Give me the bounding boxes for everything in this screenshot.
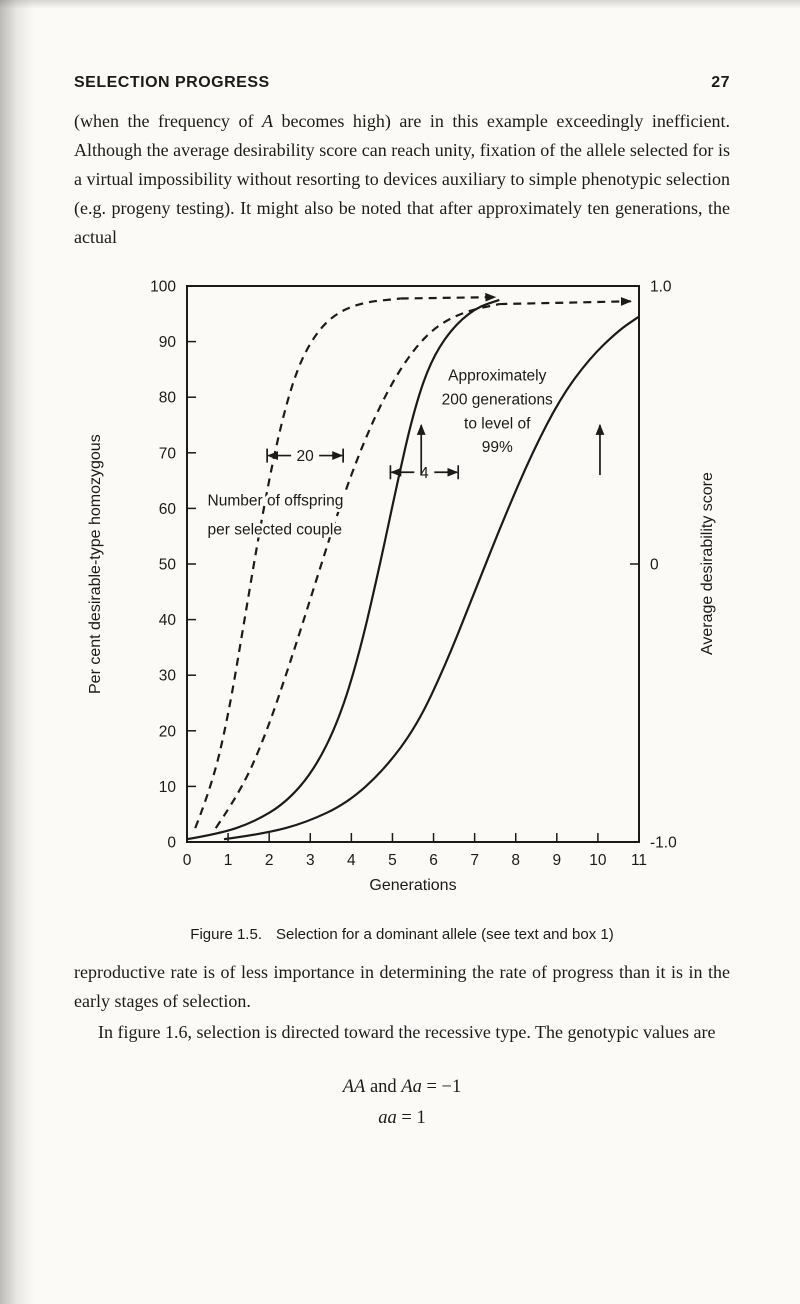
x-axis-label: Generations <box>369 877 456 894</box>
series-pct-homozygous-4-offspring <box>223 315 640 841</box>
figure-1-5: Per cent desirable-type homozygous 0 1 2 3 4… <box>74 272 730 944</box>
series-pct-homozygous-20-offspring <box>186 298 500 841</box>
series-avg-desirability-score-20-offspring <box>194 297 401 829</box>
x-tick-label: 1 <box>224 852 233 869</box>
annotation-number-of-offspring-line: per selected couple <box>208 522 342 539</box>
y-left-tick-label: 30 <box>159 668 177 685</box>
series-avg-desirability-score-20-offspring-asymptote-arrow <box>400 292 497 302</box>
page-number: 27 <box>711 74 730 91</box>
x-tick-label: 0 <box>183 852 192 869</box>
y-left-tick-label: 40 <box>159 612 177 629</box>
allele-symbol: A <box>261 111 273 131</box>
series-avg-desirability-score-4-offspring-asymptote-arrow <box>499 297 632 306</box>
y-left-tick-label: 60 <box>159 501 177 518</box>
paragraph-intro-pre: (when the frequency of <box>74 111 262 131</box>
y-left-tick-label: 50 <box>159 557 177 574</box>
x-tick-label: 9 <box>553 852 562 869</box>
x-tick-label: 3 <box>306 852 315 869</box>
y-left-tick-label: 80 <box>159 390 177 407</box>
y-left-tick-label: 90 <box>159 334 177 351</box>
paragraph-intro-post: becomes high) are in this example exceed… <box>74 111 730 247</box>
offspring-count-label: 20 <box>297 448 315 465</box>
annotation-number-of-offspring-line: Number of offspring <box>208 493 344 510</box>
selection-progress-chart: 0 1 2 3 4 5 6 7 8 9 10 11 0 10 20 30 40 50 60 70 80 90 100 1.0 0… <box>150 279 677 895</box>
equation-conjunction: and <box>365 1077 402 1097</box>
equation-1-rhs: = −1 <box>421 1077 462 1097</box>
genotype-AA: AA <box>342 1077 366 1097</box>
y-right-tick-label: -1.0 <box>650 835 677 852</box>
annotation-200-generations-line: Approximately <box>448 368 546 385</box>
figure-caption-text: Selection for a dominant allele (see tex… <box>276 926 614 943</box>
genotype-aa: aa <box>378 1108 397 1128</box>
left-axis-label: Per cent desirable-type homozygous <box>87 434 104 694</box>
paragraph-intro: (when the frequency of A becomes high) a… <box>74 107 730 252</box>
equation-genotypic-values-2: aa = 1 <box>74 1108 730 1129</box>
annotation-200-generations-line: 99% <box>482 439 513 456</box>
annotation-200-generations-line: 200 generations <box>442 391 553 408</box>
x-tick-label: 10 <box>589 852 607 869</box>
y-left-tick-label: 100 <box>150 279 176 296</box>
right-axis-label: Average desirability score <box>699 472 716 656</box>
paragraph-figure-1-6: In figure 1.6, selection is directed tow… <box>98 1022 716 1042</box>
series-avg-desirability-score-4-offspring <box>214 302 500 829</box>
figure-caption-label: Figure 1.5. <box>190 926 262 943</box>
figure-caption: Figure 1.5. Selection for a dominant alle… <box>74 926 730 943</box>
y-right-tick-label: 1.0 <box>650 279 672 296</box>
page-content: SELECTION PROGRESS 27 (when the frequenc… <box>74 74 730 1129</box>
x-tick-label: 8 <box>511 852 520 869</box>
x-tick-label: 6 <box>429 852 438 869</box>
y-left-tick-label: 70 <box>159 445 177 462</box>
annotation-200-generations-line: to level of <box>464 415 531 432</box>
equation-2-rhs: = 1 <box>396 1108 426 1128</box>
y-left-tick-label: 0 <box>167 835 176 852</box>
x-tick-label: 11 <box>631 852 647 869</box>
x-tick-label: 7 <box>470 852 479 869</box>
y-left-tick-label: 10 <box>159 779 177 796</box>
page-header: SELECTION PROGRESS 27 <box>74 74 730 92</box>
running-head: SELECTION PROGRESS <box>74 74 270 91</box>
x-tick-label: 4 <box>347 852 356 869</box>
y-right-tick-label: 0 <box>650 557 659 574</box>
x-tick-label: 2 <box>265 852 274 869</box>
equation-genotypic-values-1: AA and Aa = −1 <box>74 1077 730 1098</box>
genotype-Aa: Aa <box>401 1077 422 1097</box>
figure-chart-row: Per cent desirable-type homozygous 0 1 2 3 4… <box>74 272 730 904</box>
paragraph-reproductive-rate: reproductive rate is of less importance … <box>74 962 730 1011</box>
x-tick-label: 5 <box>388 852 397 869</box>
y-left-tick-label: 20 <box>159 723 177 740</box>
